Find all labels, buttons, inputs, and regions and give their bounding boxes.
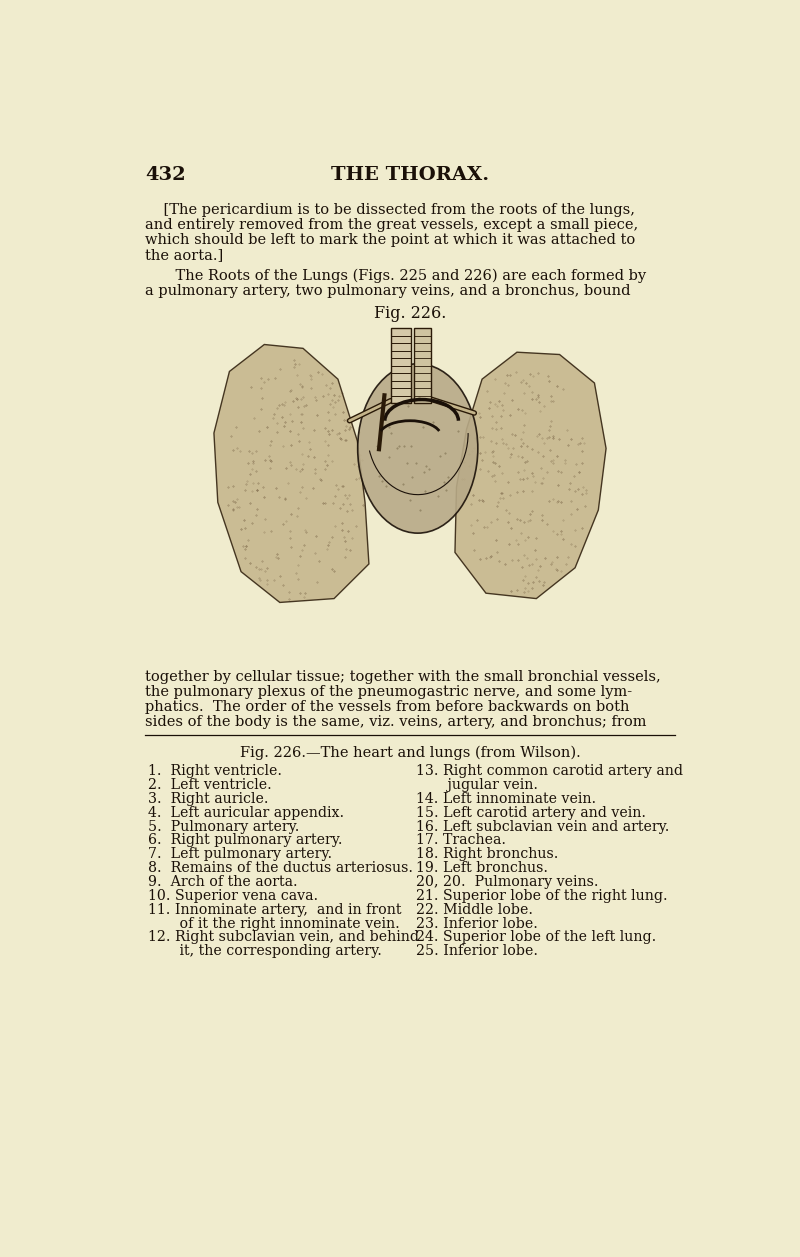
Text: 23. Inferior lobe.: 23. Inferior lobe. xyxy=(416,916,538,930)
Text: phatics.  The order of the vessels from before backwards on both: phatics. The order of the vessels from b… xyxy=(145,700,630,714)
FancyBboxPatch shape xyxy=(414,328,431,403)
Text: 15. Left carotid artery and vein.: 15. Left carotid artery and vein. xyxy=(416,806,646,820)
Text: THE THORAX.: THE THORAX. xyxy=(331,166,489,185)
Text: 14. Left innominate vein.: 14. Left innominate vein. xyxy=(416,792,596,806)
Text: 2.  Left ventricle.: 2. Left ventricle. xyxy=(148,778,272,792)
Text: the pulmonary plexus of the pneumogastric nerve, and some lym-: the pulmonary plexus of the pneumogastri… xyxy=(145,685,632,699)
Text: 16. Left subclavian vein and artery.: 16. Left subclavian vein and artery. xyxy=(416,820,670,833)
Text: 10. Superior vena cava.: 10. Superior vena cava. xyxy=(148,889,318,903)
Text: 432: 432 xyxy=(145,166,186,185)
Text: the aorta.]: the aorta.] xyxy=(145,248,223,263)
FancyBboxPatch shape xyxy=(193,322,627,660)
Text: 13. Right common carotid artery and: 13. Right common carotid artery and xyxy=(416,764,683,778)
Text: 7.  Left pulmonary artery.: 7. Left pulmonary artery. xyxy=(148,847,332,861)
Polygon shape xyxy=(455,352,606,598)
Text: 4.  Left auricular appendix.: 4. Left auricular appendix. xyxy=(148,806,344,820)
Text: 3.  Right auricle.: 3. Right auricle. xyxy=(148,792,269,806)
Text: jugular vein.: jugular vein. xyxy=(416,778,538,792)
Text: The Roots of the Lungs (Figs. 225 and 226) are each formed by: The Roots of the Lungs (Figs. 225 and 22… xyxy=(158,269,646,283)
Text: 11. Innominate artery,  and in front: 11. Innominate artery, and in front xyxy=(148,903,402,916)
Text: 22. Middle lobe.: 22. Middle lobe. xyxy=(416,903,534,916)
Ellipse shape xyxy=(358,363,478,533)
Text: 25. Inferior lobe.: 25. Inferior lobe. xyxy=(416,944,538,958)
Text: 19. Left bronchus.: 19. Left bronchus. xyxy=(416,861,548,875)
Text: and entirely removed from the great vessels, except a small piece,: and entirely removed from the great vess… xyxy=(145,219,638,233)
Text: [The pericardium is to be dissected from the roots of the lungs,: [The pericardium is to be dissected from… xyxy=(145,204,635,217)
Text: Fig. 226.: Fig. 226. xyxy=(374,305,446,322)
Polygon shape xyxy=(214,344,369,602)
Text: 9.  Arch of the aorta.: 9. Arch of the aorta. xyxy=(148,875,298,889)
Text: together by cellular tissue; together with the small bronchial vessels,: together by cellular tissue; together wi… xyxy=(145,670,661,684)
Text: 18. Right bronchus.: 18. Right bronchus. xyxy=(416,847,558,861)
Text: 17. Trachea.: 17. Trachea. xyxy=(416,833,506,847)
Text: a pulmonary artery, two pulmonary veins, and a bronchus, bound: a pulmonary artery, two pulmonary veins,… xyxy=(145,284,630,298)
Text: 1.  Right ventricle.: 1. Right ventricle. xyxy=(148,764,282,778)
Text: 20, 20.  Pulmonary veins.: 20, 20. Pulmonary veins. xyxy=(416,875,598,889)
Text: 6.  Right pulmonary artery.: 6. Right pulmonary artery. xyxy=(148,833,342,847)
Text: it, the corresponding artery.: it, the corresponding artery. xyxy=(148,944,382,958)
Text: Fig. 226.—The heart and lungs (from Wilson).: Fig. 226.—The heart and lungs (from Wils… xyxy=(240,745,580,760)
Text: 12. Right subclavian vein, and behind: 12. Right subclavian vein, and behind xyxy=(148,930,419,944)
Text: 5.  Pulmonary artery.: 5. Pulmonary artery. xyxy=(148,820,299,833)
Text: of it the right innominate vein.: of it the right innominate vein. xyxy=(148,916,400,930)
FancyBboxPatch shape xyxy=(390,328,410,403)
Text: sides of the body is the same, viz. veins, artery, and bronchus; from: sides of the body is the same, viz. vein… xyxy=(145,715,646,729)
Text: which should be left to mark the point at which it was attached to: which should be left to mark the point a… xyxy=(145,234,635,248)
Text: 8.  Remains of the ductus arteriosus.: 8. Remains of the ductus arteriosus. xyxy=(148,861,413,875)
Text: 21. Superior lobe of the right lung.: 21. Superior lobe of the right lung. xyxy=(416,889,668,903)
Text: 24. Superior lobe of the left lung.: 24. Superior lobe of the left lung. xyxy=(416,930,657,944)
